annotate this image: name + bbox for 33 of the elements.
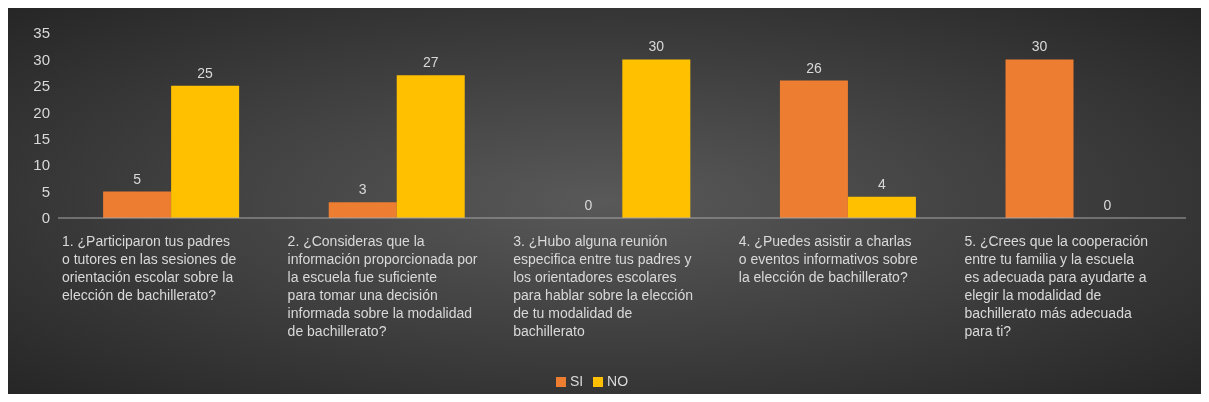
y-tick-label: 20: [33, 103, 50, 121]
data-label: 3: [358, 181, 367, 198]
data-label: 30: [1031, 38, 1048, 55]
x-tick-label: 3. ¿Hubo alguna reunión especifica entre tus padres y los orientadores escolares para hablar sobre la elección de tu modalidad de bachillerato: [513, 233, 693, 339]
y-tick-label: 15: [33, 130, 50, 148]
bar: [622, 59, 691, 218]
bar: [1005, 59, 1074, 218]
y-tick-label: 30: [33, 50, 50, 68]
bar: [779, 80, 848, 218]
x-tick-label: 1. ¿Participaron tus padres o tutores en las sesiones de orientación escolar sobre la elección de bachillerato?: [62, 233, 237, 303]
data-label: 27: [422, 54, 439, 71]
legend-label: SI: [569, 373, 584, 389]
legend-label: NO: [607, 373, 629, 389]
bar: [171, 85, 240, 218]
y-tick-label: 5: [41, 182, 50, 200]
data-label: 4: [878, 175, 887, 192]
y-tick-label: 10: [33, 156, 50, 174]
y-tick-label: 0: [41, 209, 50, 227]
x-tick-label: 4. ¿Puedes asistir a charlas o eventos informativos sobre la elección de bachillerato?: [738, 233, 918, 285]
data-label: 25: [197, 64, 214, 81]
y-tick-label: 25: [33, 77, 50, 95]
data-label: 0: [1103, 196, 1112, 213]
bar: [396, 75, 465, 218]
x-tick-label: 2. ¿Consideras que la información proporcionada por la escuela fue suficiente para tomar una decisión informada sobre la modalidad de bachillerato?: [287, 233, 478, 339]
data-label: 0: [584, 196, 593, 213]
y-tick-label: 35: [33, 24, 50, 42]
data-label: 26: [806, 59, 822, 76]
data-label: 5: [133, 170, 142, 187]
bar: [103, 191, 172, 218]
x-tick-label: 5. ¿Crees que la cooperación entre tu familia y la escuela es adecuada para ayudarte a elegir la modalidad de bachillerato más adecuada para ti?: [964, 233, 1149, 339]
data-label: 30: [648, 38, 665, 55]
bar: [847, 196, 916, 218]
bar: [328, 202, 397, 218]
